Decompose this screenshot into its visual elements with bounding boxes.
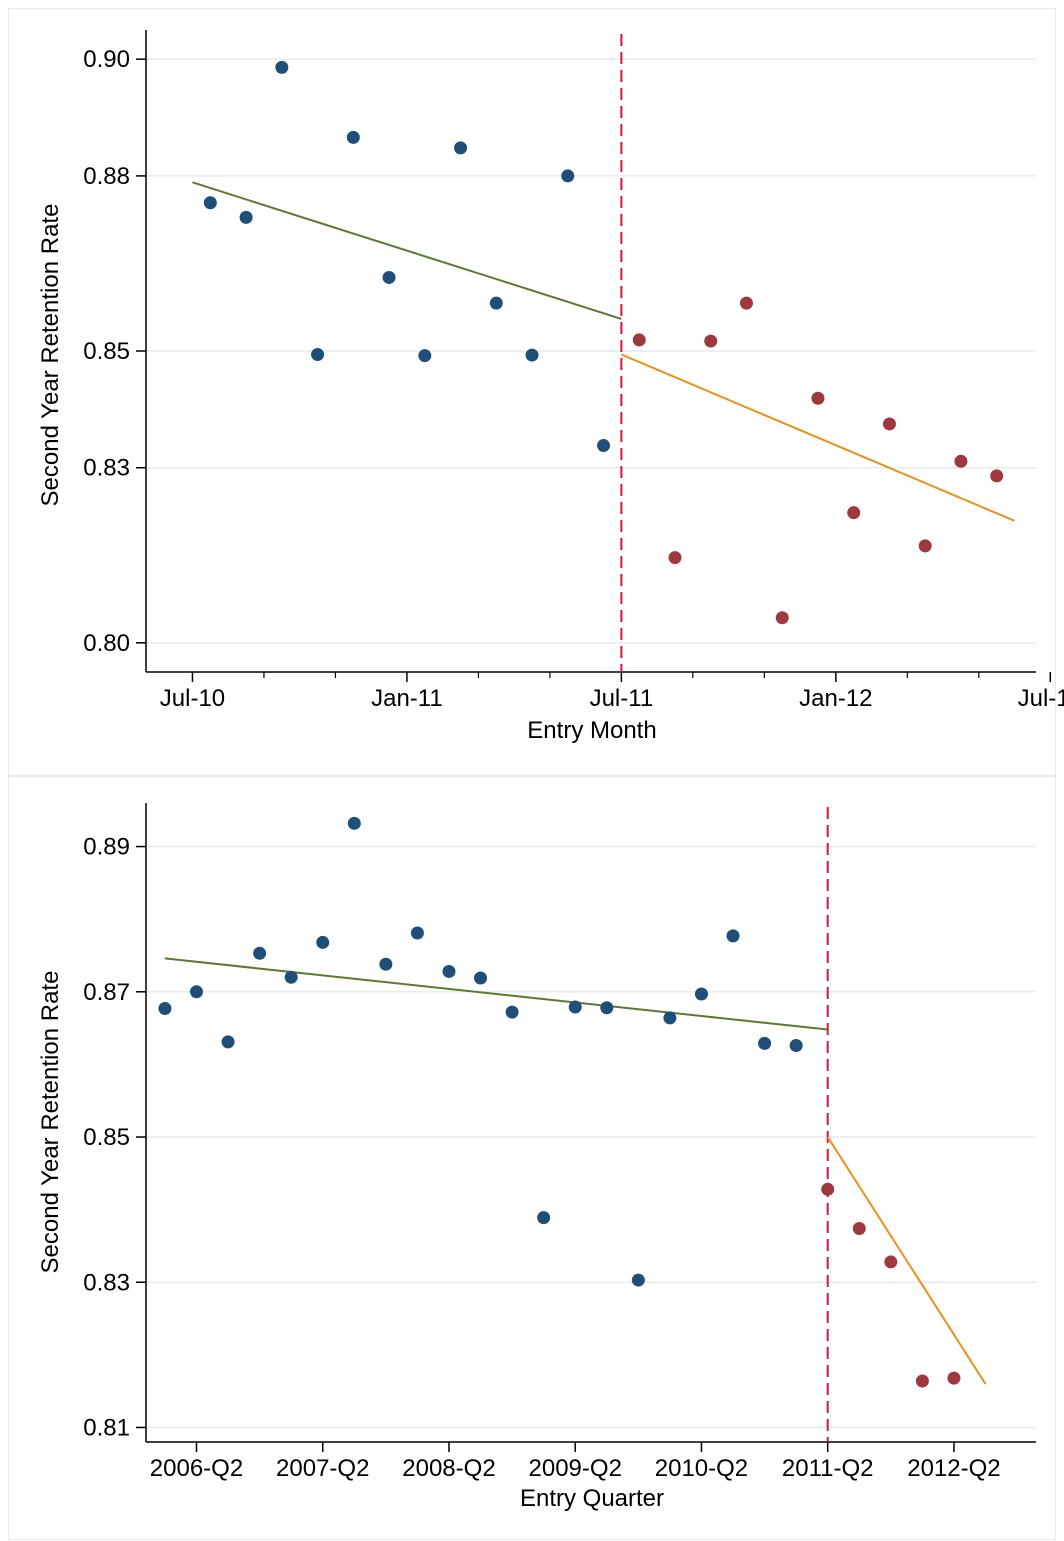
data-point — [990, 469, 1004, 483]
y-tick-label: 0.85 — [83, 338, 130, 365]
data-point — [884, 1255, 898, 1269]
data-point — [275, 60, 289, 74]
data-point — [918, 539, 932, 553]
data-point — [346, 130, 360, 144]
data-point — [821, 1182, 835, 1196]
fit-line — [192, 181, 622, 320]
data-point — [758, 1036, 772, 1050]
y-tick-label: 0.80 — [83, 630, 130, 657]
data-point — [561, 169, 575, 183]
data-point — [954, 454, 968, 468]
data-point — [311, 348, 325, 362]
x-tick-label: 2006-Q2 — [150, 1455, 243, 1482]
x-tick-label: Jul-10 — [160, 685, 225, 712]
data-point — [189, 985, 203, 999]
data-point — [347, 816, 361, 830]
chart-panel-monthly — [8, 8, 1056, 776]
x-axis-label: Entry Month — [527, 717, 656, 744]
data-point — [847, 506, 861, 520]
data-point — [454, 141, 468, 155]
data-point — [316, 935, 330, 949]
fit-line — [826, 1136, 987, 1385]
data-point — [239, 210, 253, 224]
y-tick-label: 0.89 — [83, 834, 130, 861]
data-point — [726, 929, 740, 943]
x-tick-label: Jul-12 — [1018, 685, 1064, 712]
chart-panel-quarterly — [8, 776, 1056, 1540]
y-tick-label: 0.85 — [83, 1124, 130, 1151]
y-axis-label: Second Year Retention Rate — [37, 971, 64, 1274]
data-point — [947, 1371, 961, 1385]
data-point — [203, 196, 217, 210]
data-point — [852, 1222, 866, 1236]
data-point — [418, 349, 432, 363]
y-tick-label: 0.87 — [83, 979, 130, 1006]
x-tick-label: Jul-11 — [590, 685, 654, 712]
data-point — [597, 439, 611, 453]
data-point — [221, 1035, 235, 1049]
x-tick-label: 2009-Q2 — [529, 1455, 622, 1482]
x-tick-label: Jan-12 — [799, 685, 872, 712]
x-tick-label: 2007-Q2 — [276, 1455, 369, 1482]
data-point — [525, 348, 539, 362]
y-tick-label: 0.90 — [83, 46, 130, 73]
data-point — [474, 971, 488, 985]
data-point — [668, 551, 682, 565]
data-point — [694, 987, 708, 1001]
data-point — [410, 926, 424, 940]
data-point — [739, 296, 753, 310]
data-point — [489, 296, 503, 310]
monthly-retention-chart: 0.80 0.83 0.85 0.88 0.90 Jul-10 Jan-11 Jul-11 Ja… — [37, 30, 1064, 744]
data-point — [537, 1211, 551, 1225]
data-point — [775, 611, 789, 625]
x-tick-label: Jan-11 — [371, 685, 443, 712]
data-point — [663, 1011, 677, 1025]
y-tick-label: 0.81 — [83, 1414, 130, 1441]
y-tick-label: 0.83 — [83, 455, 130, 482]
data-point — [600, 1001, 614, 1015]
fit-line — [620, 353, 1015, 522]
data-point — [379, 957, 393, 971]
data-point — [568, 1000, 582, 1014]
x-tick-label: 2010-Q2 — [655, 1455, 748, 1482]
data-point — [811, 391, 825, 405]
data-point — [442, 964, 456, 978]
data-point — [382, 270, 396, 284]
data-point — [631, 1273, 645, 1287]
data-point — [505, 1005, 519, 1019]
data-point — [789, 1039, 803, 1053]
data-point — [915, 1374, 929, 1388]
data-point — [882, 417, 896, 431]
y-tick-label: 0.88 — [83, 163, 130, 190]
fit-line — [164, 957, 828, 1031]
data-point — [284, 970, 298, 984]
data-point — [632, 333, 646, 347]
data-point — [704, 334, 718, 348]
data-point — [253, 946, 267, 960]
x-axis-label: Entry Quarter — [520, 1485, 664, 1512]
x-tick-label: 2011-Q2 — [782, 1455, 874, 1482]
data-point — [158, 1001, 172, 1015]
y-tick-label: 0.83 — [83, 1269, 130, 1296]
y-axis-label: Second Year Retention Rate — [37, 204, 64, 507]
x-tick-label: 2012-Q2 — [907, 1455, 1000, 1482]
x-tick-label: 2008-Q2 — [402, 1455, 495, 1482]
